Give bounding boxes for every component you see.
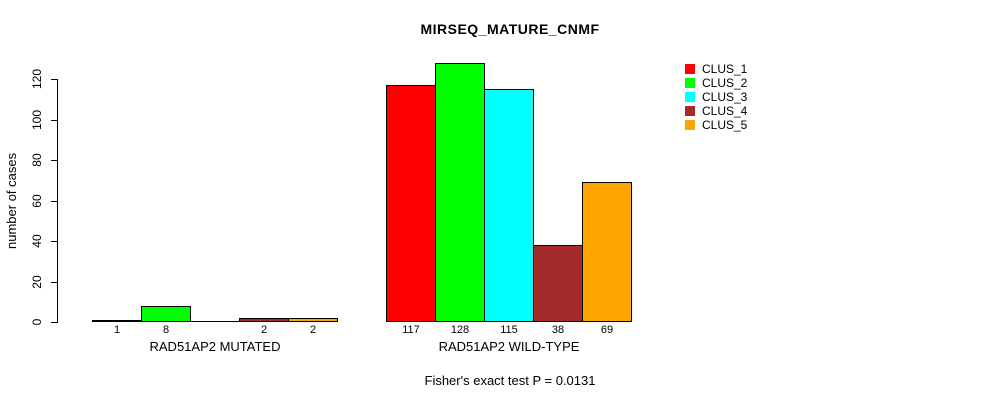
bar-clus_2 — [435, 63, 485, 322]
y-axis-tick — [51, 322, 57, 323]
x-group-label: RAD51AP2 WILD-TYPE — [438, 339, 580, 354]
bar-clus_4 — [533, 245, 583, 322]
y-axis-tick — [51, 282, 57, 283]
y-axis-tick — [51, 160, 57, 161]
legend: CLUS_1 CLUS_2 CLUS_3 CLUS_4 CLUS_5 — [685, 62, 747, 132]
legend-item: CLUS_4 — [685, 104, 747, 118]
fisher-test-annotation: Fisher's exact test P = 0.0131 — [424, 373, 596, 388]
legend-item: CLUS_2 — [685, 76, 747, 90]
y-axis-line — [57, 79, 58, 323]
legend-swatch-clus_5 — [685, 120, 695, 130]
bar-clus_5 — [288, 318, 338, 322]
bar-value-label: 117 — [402, 324, 420, 336]
legend-item: CLUS_5 — [685, 118, 747, 132]
y-tick-label: 100 — [30, 109, 44, 131]
bar-value-label: 69 — [600, 324, 614, 336]
bar-value-label: 1 — [113, 324, 121, 336]
y-tick-label: 40 — [30, 234, 44, 248]
y-tick-label: 0 — [30, 318, 44, 326]
legend-swatch-clus_1 — [685, 64, 695, 74]
bar-value-label: 115 — [500, 324, 518, 336]
bar-clus_2 — [141, 306, 191, 322]
chart-title: MIRSEQ_MATURE_CNMF — [420, 21, 600, 37]
legend-item: CLUS_3 — [685, 90, 747, 104]
y-tick-label: 60 — [30, 194, 44, 208]
legend-label: CLUS_5 — [702, 118, 748, 132]
legend-label: CLUS_1 — [702, 62, 748, 76]
bar-clus_1 — [386, 85, 436, 322]
bar-value-label: 2 — [260, 324, 268, 336]
legend-label: CLUS_2 — [702, 76, 748, 90]
bar-value-label: 2 — [309, 324, 317, 336]
legend-label: CLUS_3 — [702, 90, 748, 104]
y-tick-label: 120 — [30, 68, 44, 90]
bar-clus_3 — [484, 89, 534, 322]
y-axis-label: number of cases — [4, 152, 19, 250]
y-tick-label: 80 — [30, 153, 44, 167]
y-axis-tick — [51, 79, 57, 80]
x-group-label: RAD51AP2 MUTATED — [149, 339, 281, 354]
bar-value-label: 38 — [551, 324, 565, 336]
legend-label: CLUS_4 — [702, 104, 748, 118]
y-axis-tick — [51, 241, 57, 242]
bar-clus_5 — [582, 182, 632, 322]
legend-swatch-clus_3 — [685, 92, 695, 102]
bar-value-label: 128 — [450, 324, 470, 336]
y-axis-tick — [51, 201, 57, 202]
legend-swatch-clus_4 — [685, 106, 695, 116]
y-axis-tick — [51, 120, 57, 121]
legend-item: CLUS_1 — [685, 62, 747, 76]
legend-swatch-clus_2 — [685, 78, 695, 88]
bar-clus_1 — [92, 320, 142, 322]
y-tick-label: 20 — [30, 275, 44, 289]
bar-value-label: 8 — [162, 324, 170, 336]
bar-clus_3-zero — [190, 321, 240, 322]
bar-clus_4 — [239, 318, 289, 322]
